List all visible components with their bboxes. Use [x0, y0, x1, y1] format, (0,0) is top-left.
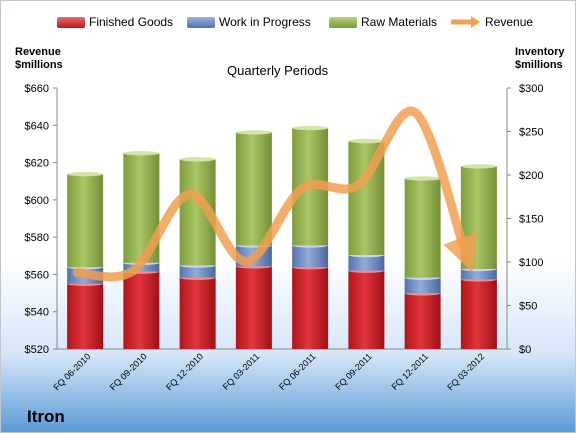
revenue-line	[72, 106, 478, 282]
right-tick-label: $300	[519, 83, 543, 95]
legend-label: Work in Progress	[219, 15, 311, 29]
company-name: Itron	[27, 407, 65, 426]
finished-goods-bar	[292, 267, 329, 349]
revenue-arrow-icon	[451, 16, 480, 28]
left-tick-label: $640	[25, 120, 49, 132]
right-tick-label: $100	[519, 257, 543, 269]
raw-materials-bar-top	[292, 125, 329, 131]
left-tick-label: $540	[25, 307, 49, 319]
legend-label: Revenue	[485, 15, 534, 29]
raw-materials-bar-top	[460, 164, 497, 169]
right-tick-label: $50	[519, 301, 537, 313]
raw-materials-bar-top	[404, 176, 441, 181]
x-tick-label: FQ 09-2010	[108, 351, 149, 392]
raw-materials-bar-top	[123, 151, 160, 156]
raw-materials-bar-top	[179, 157, 216, 162]
left-tick-label: $520	[25, 344, 49, 356]
x-tick-label: FQ 12-2010	[164, 351, 205, 392]
legend-item-revenue: Revenue	[449, 15, 533, 29]
work-in-progress-swatch	[187, 16, 215, 28]
left-tick-label: $560	[25, 269, 49, 281]
work-in-progress-bar	[292, 245, 329, 268]
x-tick-label: FQ 06-2010	[52, 351, 93, 392]
finished-goods-bar	[179, 277, 216, 349]
right-tick-label: $0	[519, 344, 531, 356]
right-axis-title-line1: Inventory	[515, 46, 565, 58]
raw-materials-bar	[235, 132, 272, 246]
finished-goods-bar	[460, 279, 497, 349]
finished-goods-bar	[67, 283, 104, 349]
left-tick-label: $660	[25, 83, 49, 95]
left-tick-label: $600	[25, 195, 49, 207]
right-tick-label: $250	[519, 127, 543, 139]
work-in-progress-bar	[179, 265, 216, 278]
work-in-progress-bar	[348, 255, 385, 271]
raw-materials-swatch	[329, 16, 357, 28]
right-axis-title-line2: $millions	[515, 59, 563, 71]
left-tick-label: $620	[25, 158, 49, 170]
raw-materials-bar	[67, 174, 104, 268]
raw-materials-bar-top	[67, 171, 104, 177]
x-tick-label: FQ 06-2011	[277, 351, 318, 392]
legend-label: Raw Materials	[361, 15, 438, 29]
legend-item-work-in-progress: Work in Progress	[187, 15, 311, 29]
left-axis-title: Revenue $millions	[15, 46, 63, 72]
right-axis-title: Inventory $millions	[515, 46, 565, 72]
legend: Finished Goods Work in Progress Raw Mate…	[1, 15, 576, 35]
finished-goods-bar	[404, 293, 441, 349]
left-tick-label: $580	[25, 232, 49, 244]
x-tick-label: FQ 03-2012	[445, 351, 486, 392]
left-axis-title-line1: Revenue	[15, 46, 61, 58]
raw-materials-bar-top	[235, 130, 272, 135]
finished-goods-bar	[348, 270, 385, 349]
legend-item-finished-goods: Finished Goods	[57, 15, 173, 29]
left-axis-title-line2: $millions	[15, 59, 63, 71]
legend-item-raw-materials: Raw Materials	[329, 15, 437, 29]
work-in-progress-bar	[404, 277, 441, 294]
legend-label: Finished Goods	[89, 15, 174, 29]
right-tick-label: $200	[519, 170, 543, 182]
finished-goods-bar	[123, 271, 160, 349]
raw-materials-bar-top	[348, 138, 385, 144]
work-in-progress-bar	[460, 268, 497, 280]
finished-goods-bar	[235, 266, 272, 349]
chart-title: Quarterly Periods	[227, 63, 329, 78]
x-tick-label: FQ 03-2011	[221, 351, 262, 392]
right-tick-label: $150	[519, 214, 543, 226]
x-tick-label: FQ 09-2011	[333, 351, 374, 392]
finished-goods-swatch	[57, 16, 85, 28]
x-tick-label: FQ 12-2011	[389, 351, 430, 392]
raw-materials-bar	[404, 178, 441, 278]
